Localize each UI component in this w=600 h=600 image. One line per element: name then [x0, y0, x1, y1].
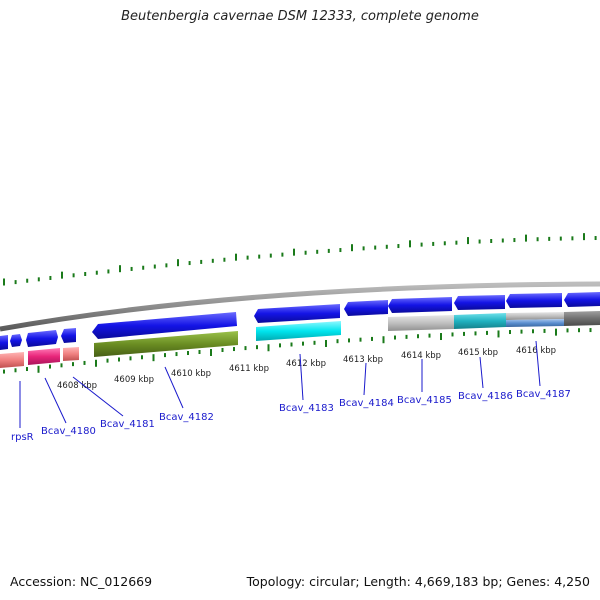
gene-arrow	[254, 304, 340, 323]
gene-label-bcav-4186[interactable]: Bcav_4186	[458, 391, 513, 402]
gene-arrow	[564, 292, 600, 307]
gene-arrow	[454, 295, 505, 310]
feature-block	[564, 311, 600, 326]
gene-arrow	[344, 300, 388, 316]
accession-text: Accession: NC_012669	[10, 574, 153, 589]
feature-block	[388, 315, 454, 331]
gene-arrow	[92, 312, 237, 339]
feature-block	[506, 312, 564, 320]
gene-label-rpsR[interactable]: rpsR	[11, 432, 34, 443]
genome-backbone	[0, 281, 600, 332]
kbp-label: 4616 kbp	[516, 346, 556, 356]
gene-label-bcav-4185[interactable]: Bcav_4185	[397, 395, 452, 406]
forward-strand-genes	[0, 292, 600, 350]
feature-blocks	[0, 311, 600, 368]
kbp-label: 4615 kbp	[458, 348, 498, 358]
leader-line	[479, 356, 484, 389]
feature-block	[63, 347, 79, 361]
gene-arrow	[61, 328, 76, 343]
leader-line	[535, 340, 541, 387]
gene-label-bcav-4181[interactable]: Bcav_4181	[100, 419, 155, 430]
map-title: Beutenbergia cavernae DSM 12333, complet…	[121, 9, 479, 24]
leader-line	[72, 376, 124, 417]
kbp-label: 4614 kbp	[401, 351, 441, 361]
leader-line	[44, 377, 67, 424]
feature-block	[506, 319, 564, 327]
gene-label-bcav-4182[interactable]: Bcav_4182	[159, 412, 214, 423]
kbp-label: 4613 kbp	[343, 355, 383, 365]
kbp-label: 4608 kbp	[57, 381, 97, 391]
topology-text: Topology: circular; Length: 4,669,183 bp…	[246, 574, 590, 589]
outer-ruler-ticks	[3, 233, 597, 286]
kbp-label: 4612 kbp	[286, 359, 326, 369]
gene-arrow	[10, 334, 22, 347]
gene-arrow	[506, 293, 562, 308]
gene-label-bcav-4184[interactable]: Bcav_4184	[339, 398, 394, 409]
gene-arrow	[26, 330, 58, 347]
feature-block	[454, 313, 506, 329]
feature-block	[256, 321, 341, 341]
leader-line	[363, 362, 367, 396]
gene-labels: rpsR Bcav_4180 Bcav_4181 Bcav_4182 Bcav_…	[11, 389, 571, 443]
feature-block	[0, 352, 24, 368]
gene-label-bcav-4180[interactable]: Bcav_4180	[41, 426, 96, 437]
gene-arrow	[0, 335, 8, 350]
gene-label-bcav-4187[interactable]: Bcav_4187	[516, 389, 571, 400]
inner-ruler-ticks	[3, 328, 592, 374]
feature-block	[28, 348, 60, 365]
feature-block	[94, 331, 238, 357]
kbp-label: 4609 kbp	[114, 375, 154, 385]
leader-line	[299, 353, 304, 401]
gene-arrow	[388, 297, 452, 313]
kbp-label: 4610 kbp	[171, 369, 211, 379]
kbp-label: 4611 kbp	[229, 364, 269, 374]
gene-leader-lines	[19, 340, 541, 428]
leader-line	[164, 366, 184, 409]
gene-label-bcav-4183[interactable]: Bcav_4183	[279, 403, 334, 414]
kbp-labels: 4608 kbp 4609 kbp 4610 kbp 4611 kbp 4612…	[57, 346, 556, 391]
